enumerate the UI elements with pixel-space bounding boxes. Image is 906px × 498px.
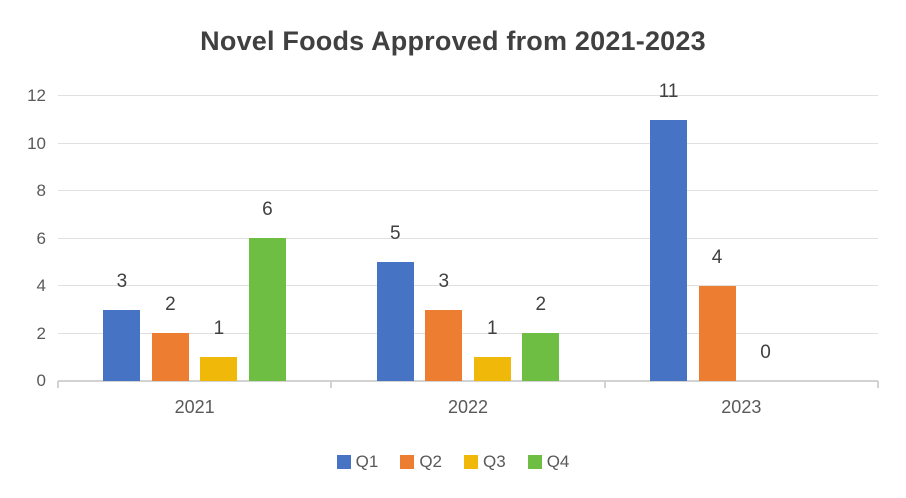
gridline <box>58 285 878 286</box>
bar-q1-2022 <box>376 262 414 381</box>
gridline <box>58 332 878 334</box>
bar-q1-2021 <box>103 310 141 381</box>
bar-value-label: 3 <box>116 271 128 292</box>
bar-q3-2021 <box>200 357 238 381</box>
bar-q2-2022 <box>425 310 463 381</box>
legend-swatch-q4 <box>527 455 542 469</box>
bar-value-label: 1 <box>213 318 225 339</box>
gridline <box>58 237 878 239</box>
legend-item-q4: Q4 <box>527 452 570 471</box>
legend-label: Q2 <box>419 452 442 471</box>
legend-item-q3: Q3 <box>464 453 506 471</box>
bar-q3-2022 <box>473 357 511 381</box>
y-axis-label: 10 <box>27 133 46 153</box>
legend-swatch-q2 <box>400 455 415 469</box>
bar-value-label: 11 <box>658 81 679 102</box>
y-axis-label: 0 <box>36 371 46 390</box>
bar-value-label: 3 <box>438 271 450 292</box>
bar-value-label: 2 <box>535 294 547 315</box>
x-axis-tick <box>57 381 59 388</box>
chart-title: Novel Foods Approved from 2021-2023 <box>200 26 706 56</box>
y-axis-label: 4 <box>36 276 46 295</box>
gridline <box>58 95 878 96</box>
x-axis-label: 2023 <box>721 397 762 417</box>
y-axis-label: 12 <box>27 86 46 105</box>
y-axis-label: 2 <box>36 323 46 343</box>
legend-label: Q4 <box>546 452 570 471</box>
legend-item-q1: Q1 <box>336 452 379 471</box>
bar-q2-2023 <box>698 286 736 381</box>
bar-value-label: 1 <box>486 318 498 339</box>
bar-q4-2022 <box>522 333 560 381</box>
x-axis-label: 2021 <box>174 397 215 417</box>
bar-value-label: 0 <box>760 342 771 363</box>
bar-q2-2021 <box>151 333 189 381</box>
x-axis-line <box>58 380 878 382</box>
bar-value-label: 2 <box>165 294 176 315</box>
legend-label: Q3 <box>483 452 506 471</box>
x-axis-label: 2022 <box>447 397 489 417</box>
legend-swatch-q1 <box>336 455 351 469</box>
legend-swatch-q3 <box>464 455 478 469</box>
legend-label: Q1 <box>355 452 379 471</box>
bar-value-label: 6 <box>262 199 273 220</box>
x-axis-tick <box>877 381 879 388</box>
gridline <box>58 142 878 144</box>
x-axis-tick <box>330 381 333 388</box>
bar-q1-2023 <box>650 120 688 381</box>
x-axis-tick <box>603 381 606 388</box>
bar-value-label: 4 <box>711 247 723 268</box>
y-axis-label: 6 <box>36 228 46 248</box>
y-axis-label: 8 <box>36 181 46 200</box>
bar-q4-2021 <box>248 238 286 381</box>
bar-value-label: 5 <box>389 223 401 244</box>
legend: Q1 Q2 Q3 Q4 <box>0 453 906 471</box>
gridline <box>58 190 878 191</box>
legend-item-q2: Q2 <box>400 453 442 471</box>
